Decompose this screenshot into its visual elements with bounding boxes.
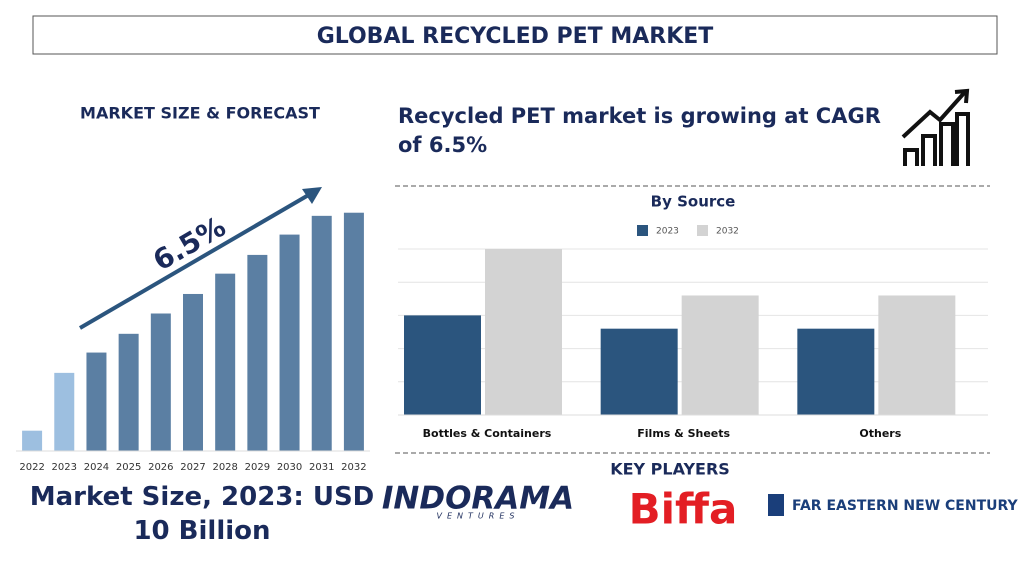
bar bbox=[311, 215, 332, 451]
title: GLOBAL RECYCLED PET MARKET bbox=[317, 24, 714, 49]
bar bbox=[600, 328, 678, 415]
bar bbox=[878, 295, 956, 415]
legend-label: 2023 bbox=[656, 227, 679, 237]
cagr-label: 6.5% bbox=[147, 210, 231, 277]
legend-swatch bbox=[697, 225, 708, 236]
bar bbox=[86, 352, 107, 451]
legend-swatch bbox=[637, 225, 648, 236]
logo: INDORAMA bbox=[382, 481, 574, 517]
bar bbox=[22, 430, 43, 451]
x-tick-label: Films & Sheets bbox=[637, 427, 730, 440]
x-tick-label: 2025 bbox=[116, 462, 141, 473]
legend-label: 2032 bbox=[716, 227, 739, 237]
bar bbox=[797, 328, 875, 415]
bar bbox=[404, 315, 481, 415]
bar bbox=[279, 234, 300, 451]
bar bbox=[118, 333, 139, 451]
logo: FAR EASTERN NEW CENTURY bbox=[792, 498, 1018, 514]
bar bbox=[681, 295, 759, 415]
x-tick-label: 2029 bbox=[245, 462, 270, 473]
x-tick-label: 2028 bbox=[212, 462, 237, 473]
bar bbox=[215, 273, 236, 451]
market-summary: Market Size, 2023: USD 10 Billion bbox=[29, 482, 375, 546]
x-tick-label: 2031 bbox=[309, 462, 334, 473]
x-tick-label: Others bbox=[859, 427, 901, 440]
x-tick-label: 2032 bbox=[341, 462, 366, 473]
bar bbox=[485, 249, 562, 415]
chart-title: By Source bbox=[651, 193, 736, 211]
bar bbox=[54, 372, 75, 451]
x-tick-label: Bottles & Containers bbox=[423, 427, 552, 440]
growth-arrow bbox=[78, 191, 314, 330]
players-heading: KEY PLAYERS bbox=[610, 460, 730, 479]
bar bbox=[150, 313, 171, 451]
bar bbox=[247, 254, 268, 451]
bar bbox=[183, 293, 203, 451]
x-tick-label: 2026 bbox=[148, 462, 173, 473]
left-heading: MARKET SIZE & FORECAST bbox=[80, 104, 320, 123]
x-tick-label: 2024 bbox=[84, 462, 109, 473]
x-tick-label: 2030 bbox=[277, 462, 302, 473]
logo-sub: VENTURES bbox=[437, 512, 520, 521]
x-tick-label: 2023 bbox=[52, 462, 77, 473]
title-box bbox=[32, 15, 998, 55]
bar bbox=[343, 212, 364, 451]
x-tick-label: 2022 bbox=[19, 462, 44, 473]
cagr-headline: Recycled PET market is growing at CAGR o… bbox=[398, 104, 881, 157]
arrow-head bbox=[302, 187, 322, 204]
logo: Biffa bbox=[629, 485, 738, 534]
logo-icon bbox=[768, 494, 784, 516]
x-tick-label: 2027 bbox=[180, 462, 205, 473]
growth-icon bbox=[901, 88, 970, 166]
